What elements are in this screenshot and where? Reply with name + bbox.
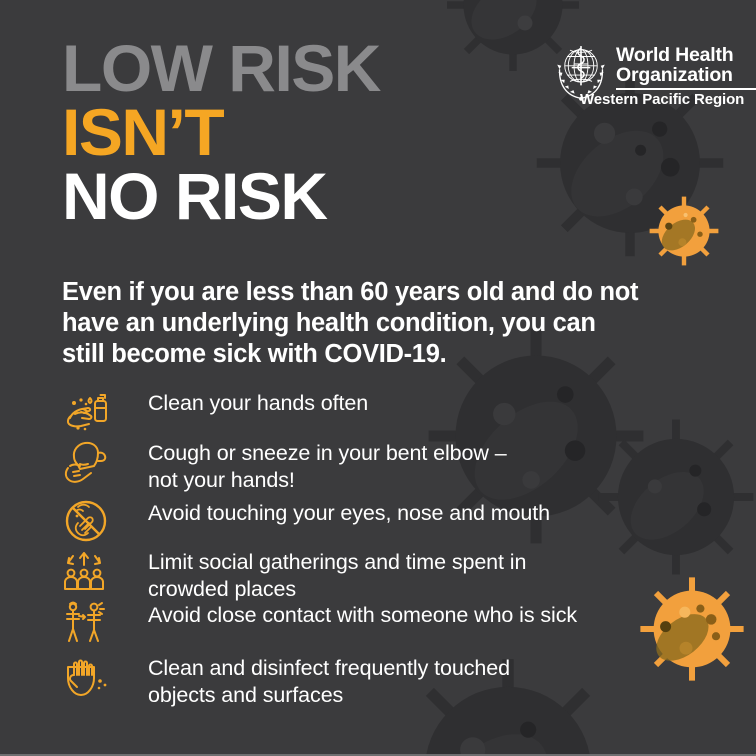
hand-sanitizer-icon [62,388,120,434]
prevention-tips-list: Clean your hands often Cough or sne [62,388,722,708]
subheading: Even if you are less than 60 years old a… [62,277,712,370]
list-item: Clean your hands often [62,388,722,438]
bottom-divider [0,754,756,756]
list-item: Clean and disinfect frequently touched o… [62,653,722,708]
headline-line-no-risk: NO RISK [62,159,328,233]
who-region-label: Western Pacific Region [580,90,745,108]
disinfect-surfaces-icon [62,653,120,701]
list-item: Avoid close contact with someone who is … [62,600,722,653]
who-logo: World Health Organization Western Pacifi… [552,40,756,108]
who-name-line2: Organization [616,64,733,86]
list-item-text: Avoid touching your eyes, nose and mouth [148,501,550,525]
subheading-line-1: Even if you are less than 60 years old a… [62,278,639,306]
orange-virus-small [644,191,724,271]
subheading-line-2: have an underlying health condition, you… [62,309,596,337]
limit-gatherings-icon [62,547,120,593]
list-item-text: Clean your hands often [148,391,369,415]
cough-into-elbow-icon [62,438,120,486]
list-item-text: Cough or sneeze in your bent elbow – not… [148,441,507,492]
list-item: Cough or sneeze in your bent elbow – not… [62,438,722,498]
no-touching-face-icon [62,498,120,544]
list-item-text: Clean and disinfect frequently touched o… [148,656,510,707]
list-item-text: Limit social gatherings and time spent i… [148,550,527,601]
list-item: Avoid touching your eyes, nose and mouth [62,498,722,547]
who-divider [616,88,756,90]
avoid-close-contact-icon [62,600,120,648]
who-wordmark: World Health Organization Western Pacifi… [580,40,756,108]
list-item-text: Avoid close contact with someone who is … [148,603,577,627]
headline: LOW RISK ISN’T NO RISK [62,31,381,233]
headline-line-low-risk: LOW RISK [62,31,381,105]
subheading-line-3: still become sick with COVID-19. [62,340,447,368]
list-item: Limit social gatherings and time spent i… [62,547,722,601]
headline-line-isnt: ISN’T [62,95,225,169]
who-name-line1: World Health [616,44,734,66]
